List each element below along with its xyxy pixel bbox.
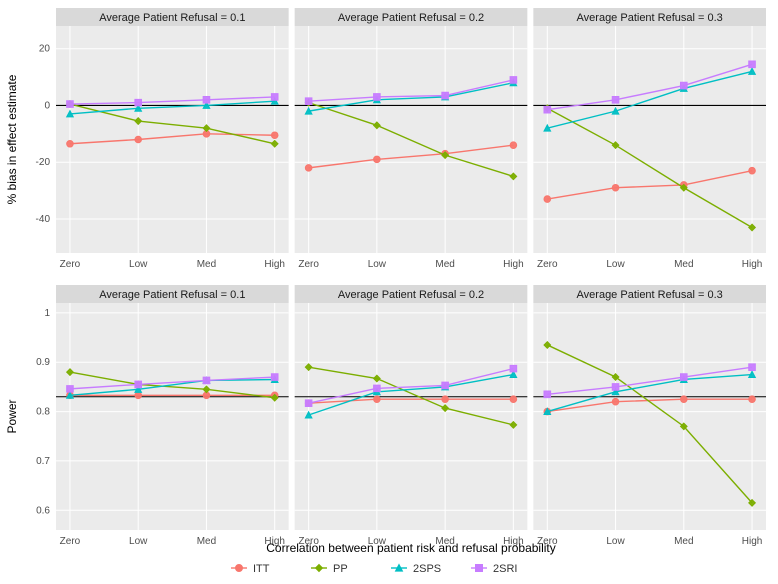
legend-label: ITT [253, 563, 270, 575]
x-tick-label: Med [197, 259, 216, 270]
x-tick-label: High [742, 259, 763, 270]
series-point [305, 98, 312, 105]
x-tick-label: Zero [60, 536, 81, 547]
series-point [135, 392, 142, 399]
series-point [374, 385, 381, 392]
series-point [135, 381, 142, 388]
legend-label: 2SPS [413, 563, 441, 575]
series-point [67, 386, 74, 393]
series-point [612, 96, 619, 103]
x-tick-label: Low [606, 259, 625, 270]
series-point [680, 374, 687, 381]
x-tick-label: Zero [537, 259, 558, 270]
series-point [67, 140, 74, 147]
facet-strip-label: Average Patient Refusal = 0.3 [577, 289, 723, 301]
y-tick-label: 0.7 [36, 456, 50, 467]
y-tick-label: 0.8 [36, 407, 50, 418]
panel-bg [56, 303, 289, 530]
y-axis-title: Power [5, 399, 19, 433]
chart-figure: % bias in effect estimate Average Patient… [0, 0, 778, 584]
y-tick-label: 0.6 [36, 505, 50, 516]
facet-strip-label: Average Patient Refusal = 0.2 [338, 12, 484, 24]
legend-label: 2SRI [493, 563, 517, 575]
x-tick-label: Zero [60, 259, 81, 270]
series-point [612, 398, 619, 405]
series-point [203, 96, 210, 103]
series-point [442, 396, 449, 403]
series-point [749, 396, 756, 403]
series-point [510, 142, 517, 149]
series-point [749, 61, 756, 68]
y-tick-label: 1 [44, 308, 50, 319]
series-point [271, 132, 278, 139]
series-point [544, 106, 551, 113]
series-point [374, 156, 381, 163]
chart-svg: % bias in effect estimate Average Patient… [0, 0, 778, 584]
series-point [680, 82, 687, 89]
x-tick-label: Low [129, 536, 148, 547]
series-point [510, 77, 517, 84]
series-point [680, 396, 687, 403]
y-tick-label: -20 [36, 157, 51, 168]
series-point [374, 396, 381, 403]
x-tick-label: Med [197, 536, 216, 547]
y-tick-label: 0.9 [36, 357, 50, 368]
series-point [544, 391, 551, 398]
series-point [67, 101, 74, 108]
facet-strip-label: Average Patient Refusal = 0.1 [99, 12, 245, 24]
panel-bg [533, 303, 766, 530]
series-point [271, 94, 278, 101]
series-point [203, 377, 210, 384]
y-axis-title: % bias in effect estimate [5, 74, 19, 204]
series-point [305, 165, 312, 172]
series-point [749, 364, 756, 371]
series-point [442, 382, 449, 389]
facet-strip-label: Average Patient Refusal = 0.3 [577, 12, 723, 24]
y-tick-label: 20 [39, 44, 51, 55]
panel-bg [295, 303, 528, 530]
x-tick-label: Low [368, 259, 387, 270]
series-point [544, 196, 551, 203]
x-tick-label: Zero [298, 259, 319, 270]
series-point [271, 374, 278, 381]
y-tick-label: -40 [36, 214, 51, 225]
series-point [442, 92, 449, 99]
x-tick-label: Low [129, 259, 148, 270]
legend-label: PP [333, 563, 348, 575]
x-tick-label: Low [606, 536, 625, 547]
x-tick-label: Med [435, 259, 454, 270]
series-point [510, 365, 517, 372]
x-tick-label: Med [674, 536, 693, 547]
y-tick-label: 0 [44, 100, 50, 111]
x-tick-label: High [503, 259, 524, 270]
series-point [305, 400, 312, 407]
series-point [135, 136, 142, 143]
series-point [612, 184, 619, 191]
facet-strip-label: Average Patient Refusal = 0.2 [338, 289, 484, 301]
series-point [135, 99, 142, 106]
series-point [374, 94, 381, 101]
x-tick-label: High [264, 259, 285, 270]
x-axis-title: Correlation between patient risk and ref… [266, 541, 556, 555]
series-point [612, 384, 619, 391]
x-tick-label: High [742, 536, 763, 547]
x-tick-label: Med [674, 259, 693, 270]
facet-strip-label: Average Patient Refusal = 0.1 [99, 289, 245, 301]
series-point [749, 167, 756, 174]
series-point [510, 396, 517, 403]
